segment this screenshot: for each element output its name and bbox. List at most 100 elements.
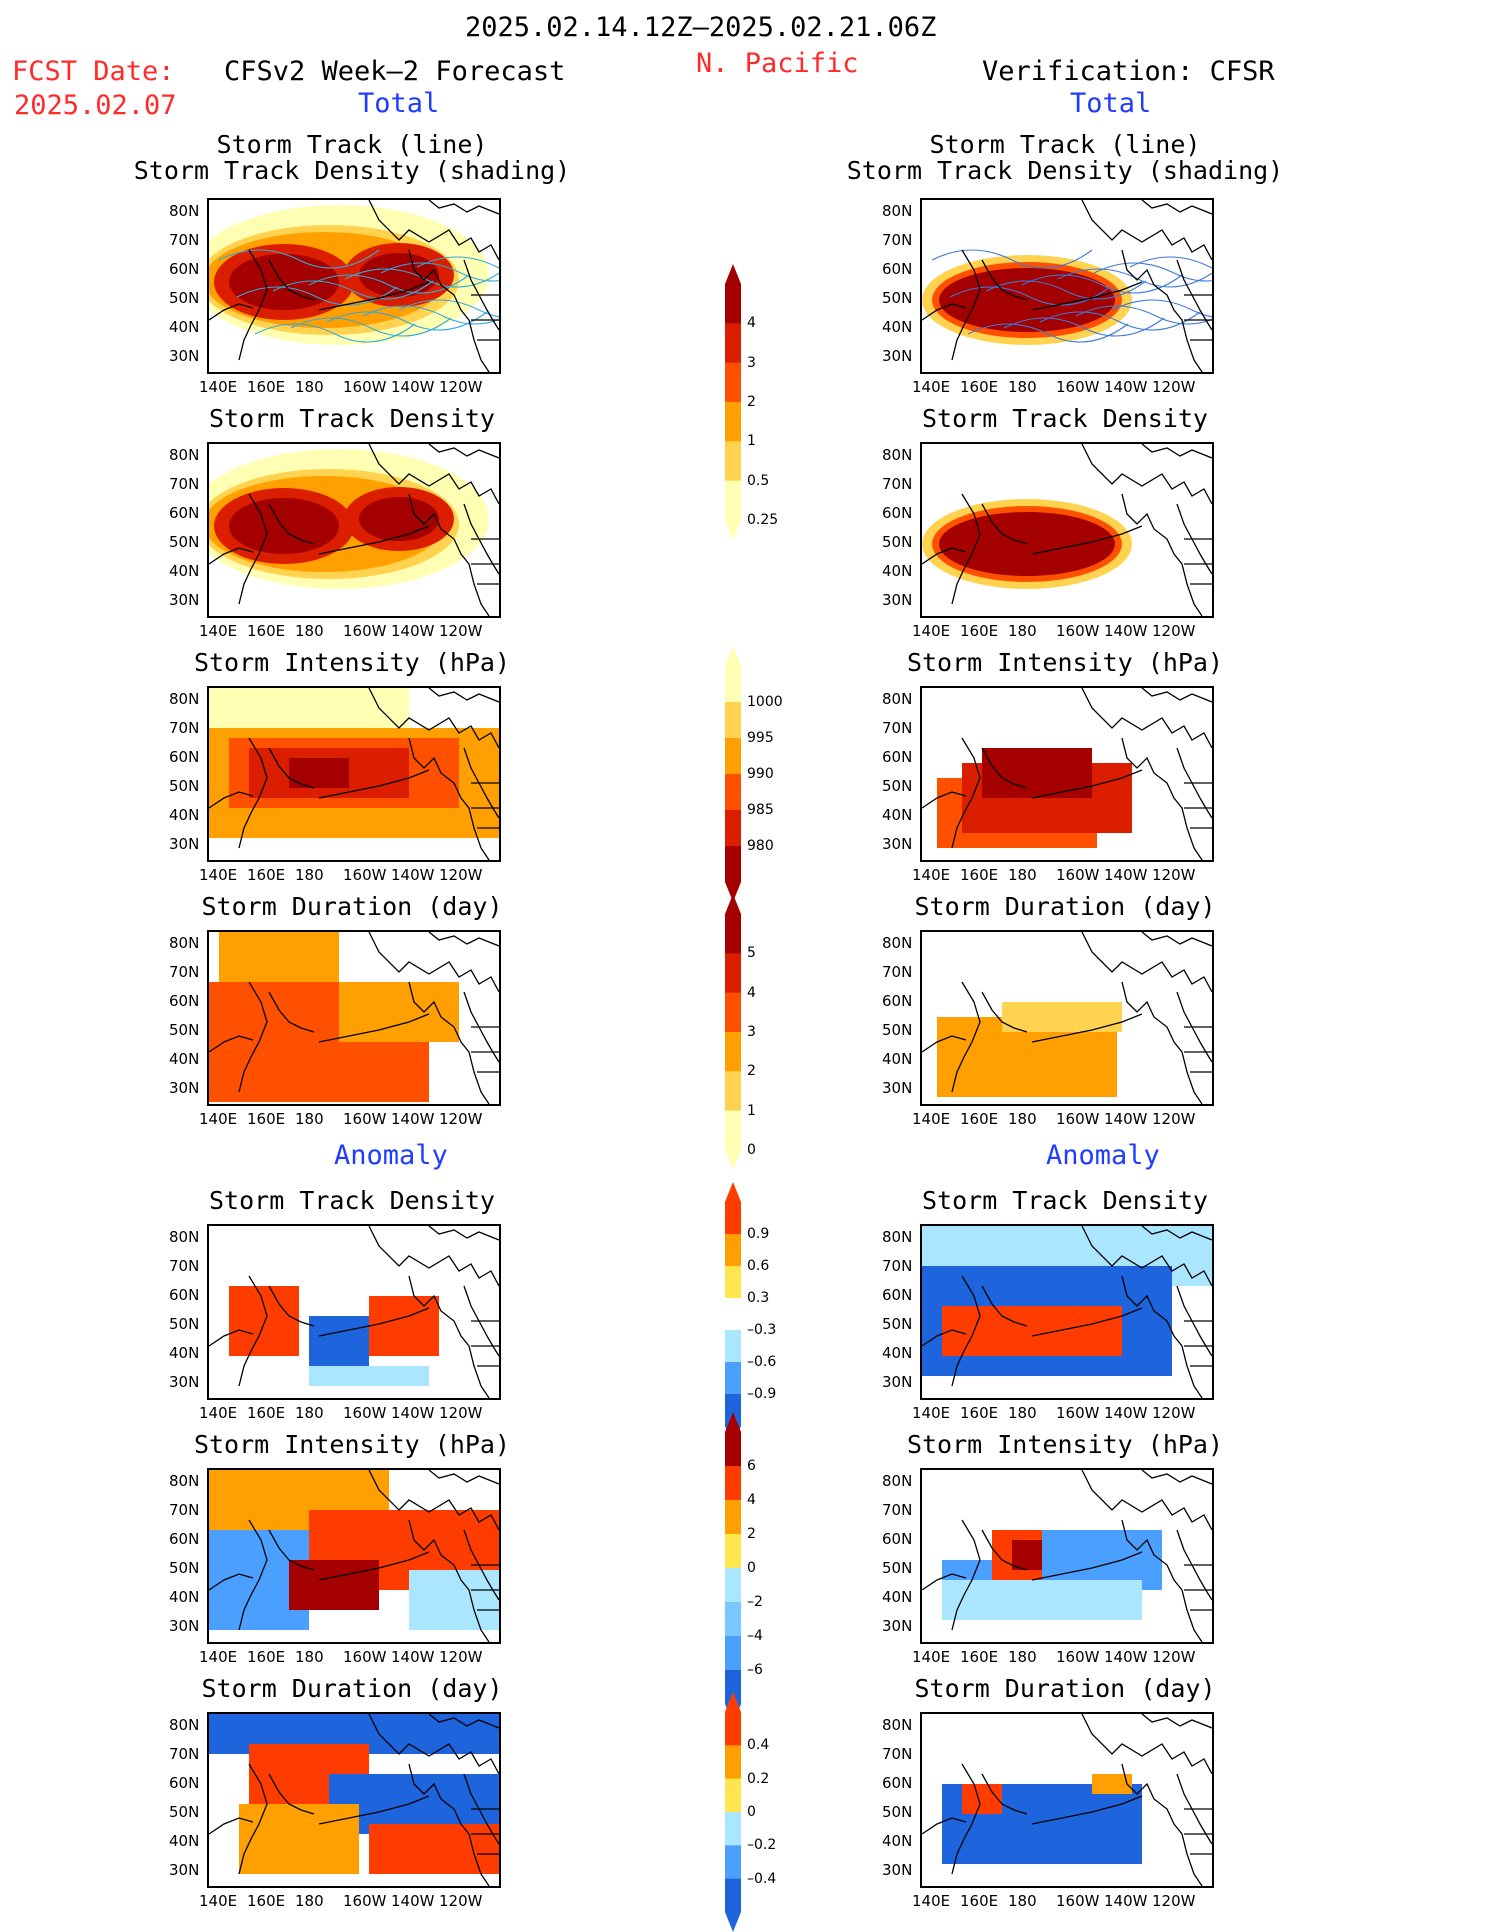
density-shade — [359, 253, 439, 297]
lat-label: 40N — [882, 806, 913, 824]
colorbar-label: 3 — [747, 354, 756, 371]
storm-track-line — [967, 323, 1129, 343]
coastline — [238, 1519, 268, 1631]
coastline — [1176, 1773, 1212, 1845]
lon-label: 160E — [247, 1648, 286, 1666]
duration-anomaly-colorbar — [725, 1692, 741, 1932]
lat-label: 60N — [169, 992, 200, 1010]
map-canvas — [922, 688, 1212, 860]
lat-label: 40N — [882, 1832, 913, 1850]
lat-label: 70N — [882, 231, 913, 249]
storm-track-line — [1039, 311, 1201, 331]
coastline — [238, 1275, 268, 1387]
coastline — [318, 1551, 430, 1581]
storm-track-line — [416, 256, 499, 269]
colorbar-label: 0.4 — [747, 1737, 770, 1754]
colorbar-label: 4 — [747, 984, 756, 1001]
lat-label: 80N — [882, 446, 913, 464]
colorbar-label: 0.25 — [747, 512, 779, 528]
colorbar-segment — [725, 1778, 741, 1813]
lat-label: 70N — [882, 1501, 913, 1519]
lat-label: 30N — [882, 1861, 913, 1879]
colorbar-label: 0.6 — [747, 1258, 770, 1274]
lat-label: 50N — [882, 777, 913, 795]
panel-title: Storm Duration (day) — [201, 1674, 503, 1703]
anomaly-cell — [409, 1570, 499, 1630]
lat-label: 60N — [169, 748, 200, 766]
left-model-title: CFSv2 Week–2 Forecast — [224, 56, 566, 87]
lat-label: 40N — [169, 1832, 200, 1850]
cfsv2-map-panel-5 — [207, 1224, 501, 1400]
panel-title: Storm Track (line) — [929, 130, 1201, 159]
storm-track-line — [398, 299, 499, 318]
lat-label: 50N — [169, 1021, 200, 1039]
right-anomaly-label: Anomaly — [1046, 1140, 1160, 1171]
coastline — [1184, 538, 1212, 585]
lat-label: 30N — [169, 1617, 200, 1635]
coastline — [268, 991, 315, 1033]
lat-label: 80N — [882, 1228, 913, 1246]
storm-track-line — [949, 286, 1111, 306]
colorbar-label: 5 — [747, 945, 756, 962]
cfsr-map-panel-3 — [920, 686, 1214, 862]
cfsv2-map-panel-1 — [207, 198, 501, 374]
lon-label: 160E — [960, 1404, 999, 1422]
coastline — [1176, 1529, 1212, 1601]
map-canvas — [922, 1470, 1212, 1642]
coastline — [1184, 1564, 1212, 1611]
colorbar-segment — [725, 1878, 741, 1913]
coastline — [1176, 991, 1212, 1063]
colorbar-label: 0 — [747, 1142, 756, 1158]
lon-label: 140E — [199, 1892, 238, 1910]
lat-label: 80N — [169, 446, 200, 464]
lon-label: 140W — [391, 1892, 435, 1910]
anomaly-cell — [369, 1296, 439, 1356]
lat-label: 70N — [169, 719, 200, 737]
panel-title: Storm Track (line) — [216, 130, 488, 159]
lat-label: 60N — [882, 1286, 913, 1304]
lon-label: 140E — [199, 378, 238, 396]
coastline — [209, 791, 254, 809]
coastline — [1031, 1551, 1143, 1581]
coastline — [1184, 1320, 1212, 1367]
lon-label: 140E — [912, 1404, 951, 1422]
coastline — [922, 1329, 967, 1347]
anomaly-cell — [1012, 1540, 1042, 1570]
lat-label: 60N — [169, 1774, 200, 1792]
lon-label: 160E — [247, 1110, 286, 1128]
panel-subtitle: Storm Track Density (shading) — [846, 156, 1284, 185]
storm-track-line — [218, 249, 380, 269]
lon-label: 120W — [439, 866, 483, 884]
colorbar-segment — [725, 1298, 741, 1331]
lat-label: 30N — [169, 347, 200, 365]
colorbar-label: –0.9 — [747, 1386, 777, 1402]
cfsv2-map-panel-3 — [207, 686, 501, 862]
lon-label: 140E — [199, 1404, 238, 1422]
map-canvas — [209, 1714, 499, 1886]
coastline — [463, 991, 499, 1063]
colorbar-segment — [725, 1500, 741, 1535]
lon-label: 140W — [391, 1648, 435, 1666]
colorbar-segment — [725, 1110, 741, 1151]
storm-track-line — [1003, 317, 1165, 337]
anomaly-cell — [1092, 1774, 1132, 1794]
coastline — [428, 200, 499, 215]
lon-label: 140W — [391, 378, 435, 396]
lat-label: 60N — [169, 1286, 200, 1304]
coastline — [463, 1285, 499, 1357]
coastline — [368, 200, 499, 261]
colorbar-segment — [725, 1032, 741, 1072]
lat-label: 70N — [169, 1501, 200, 1519]
lon-label: 140W — [1104, 1648, 1148, 1666]
storm-track-line — [985, 280, 1147, 300]
lon-label: 180 — [295, 1648, 324, 1666]
coastline — [1141, 1714, 1212, 1729]
coastline — [1121, 1763, 1203, 1886]
density-anomaly-colorbar — [725, 1182, 741, 1446]
coastline — [1141, 200, 1212, 215]
colorbar-segment — [725, 738, 741, 775]
colorbar-label: 0.5 — [747, 472, 770, 489]
colorbar-arrow-up — [725, 1412, 741, 1432]
coastline — [428, 444, 499, 459]
lon-label: 140W — [1104, 866, 1148, 884]
